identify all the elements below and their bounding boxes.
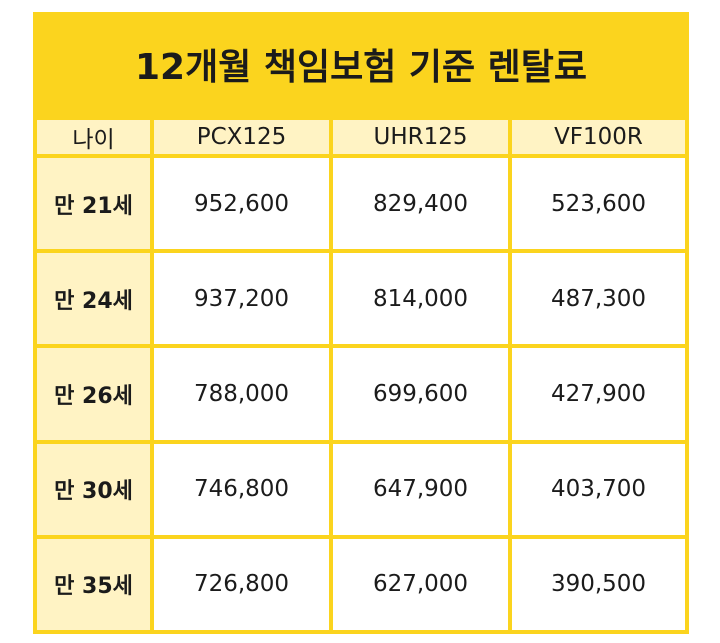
pcx125-price-cell: 746,800 [154,443,329,535]
uhr125-price-cell: 627,000 [333,538,508,630]
pcx125-price-cell: 788,000 [154,348,329,440]
vf100r-price-cell: 427,900 [512,348,685,440]
age-cell: 만 24세 [37,253,150,345]
table-row: 만 26세 788,000 699,600 427,900 [37,348,685,440]
pcx125-price-cell: 726,800 [154,538,329,630]
table-row: 만 24세 937,200 814,000 487,300 [37,253,685,345]
page-title: 12개월 책임보험 기준 렌탈료 [134,47,588,88]
uhr125-price-cell: 647,900 [333,443,508,535]
uhr125-price-cell: 814,000 [333,253,508,345]
vf100r-price-cell: 390,500 [512,538,685,630]
table-header-row: 나이 PCX125 UHR125 VF100R [37,120,685,154]
vf100r-price-cell: 403,700 [512,443,685,535]
uhr125-price-cell: 829,400 [333,158,508,250]
rental-price-table: 나이 PCX125 UHR125 VF100R 만 21세 952,600 82… [33,116,689,634]
rental-price-card: 12개월 책임보험 기준 렌탈료 나이 PCX125 UHR125 VF100R… [33,12,689,634]
pcx125-price-cell: 952,600 [154,158,329,250]
age-cell: 만 21세 [37,158,150,250]
age-cell: 만 35세 [37,538,150,630]
vf100r-price-cell: 487,300 [512,253,685,345]
table-row: 만 30세 746,800 647,900 403,700 [37,443,685,535]
column-header-age: 나이 [37,120,150,154]
table-row: 만 35세 726,800 627,000 390,500 [37,538,685,630]
age-cell: 만 30세 [37,443,150,535]
pcx125-price-cell: 937,200 [154,253,329,345]
column-header-vf100r: VF100R [512,120,685,154]
age-cell: 만 26세 [37,348,150,440]
column-header-uhr125: UHR125 [333,120,508,154]
vf100r-price-cell: 523,600 [512,158,685,250]
column-header-pcx125: PCX125 [154,120,329,154]
table-row: 만 21세 952,600 829,400 523,600 [37,158,685,250]
uhr125-price-cell: 699,600 [333,348,508,440]
